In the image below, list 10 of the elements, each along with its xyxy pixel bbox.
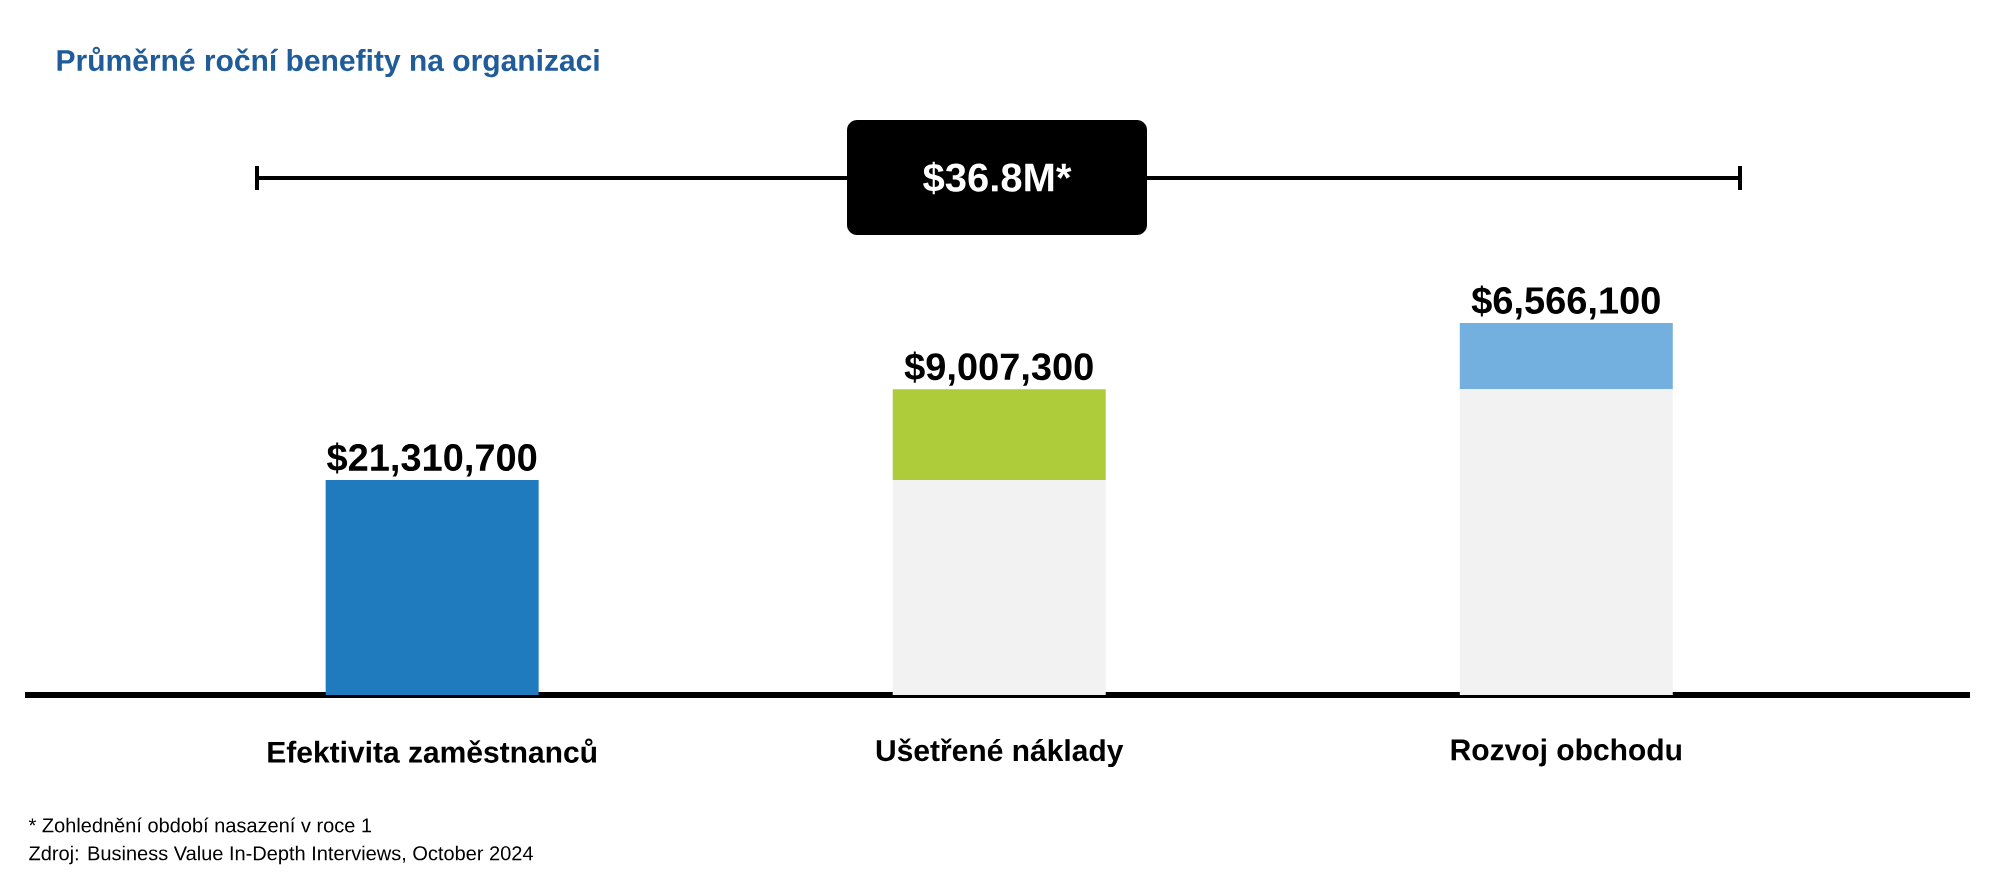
data-label: $9,007,300 — [904, 351, 1093, 386]
x-tick-label: Ušetřené náklady — [876, 738, 1124, 768]
data-label: $6,566,100 — [1471, 285, 1660, 320]
text: Zdroj: Business Value In-Depth Interviews, October 2024 — [29, 845, 533, 865]
chart-title: Průměrné roční benefity na organizaci — [57, 46, 599, 78]
data-label: $21,310,700 — [327, 442, 537, 477]
x-tick-label: Efektivita zaměstnanců — [268, 738, 597, 763]
text: $36.8M* — [923, 161, 1072, 195]
x-tick-label: Rozvoj obchodu — [1451, 738, 1681, 767]
text: * Zohlednění období nasazení v roce 1 — [28, 817, 372, 833]
